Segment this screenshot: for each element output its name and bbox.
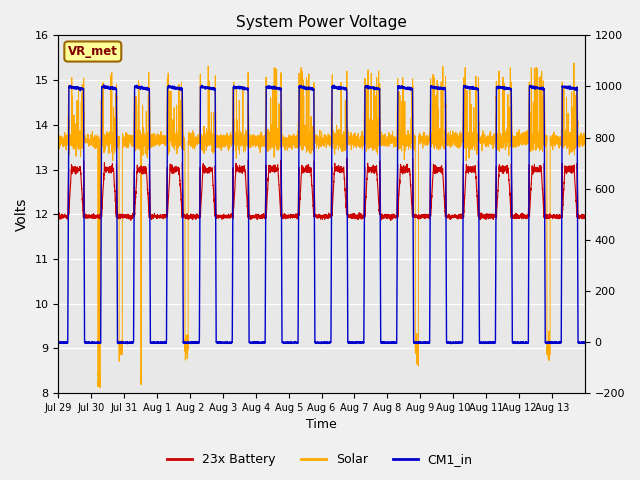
Title: System Power Voltage: System Power Voltage (236, 15, 407, 30)
X-axis label: Time: Time (306, 419, 337, 432)
Legend: 23x Battery, Solar, CM1_in: 23x Battery, Solar, CM1_in (163, 448, 477, 471)
Y-axis label: Volts: Volts (15, 198, 29, 231)
Text: VR_met: VR_met (68, 45, 118, 58)
